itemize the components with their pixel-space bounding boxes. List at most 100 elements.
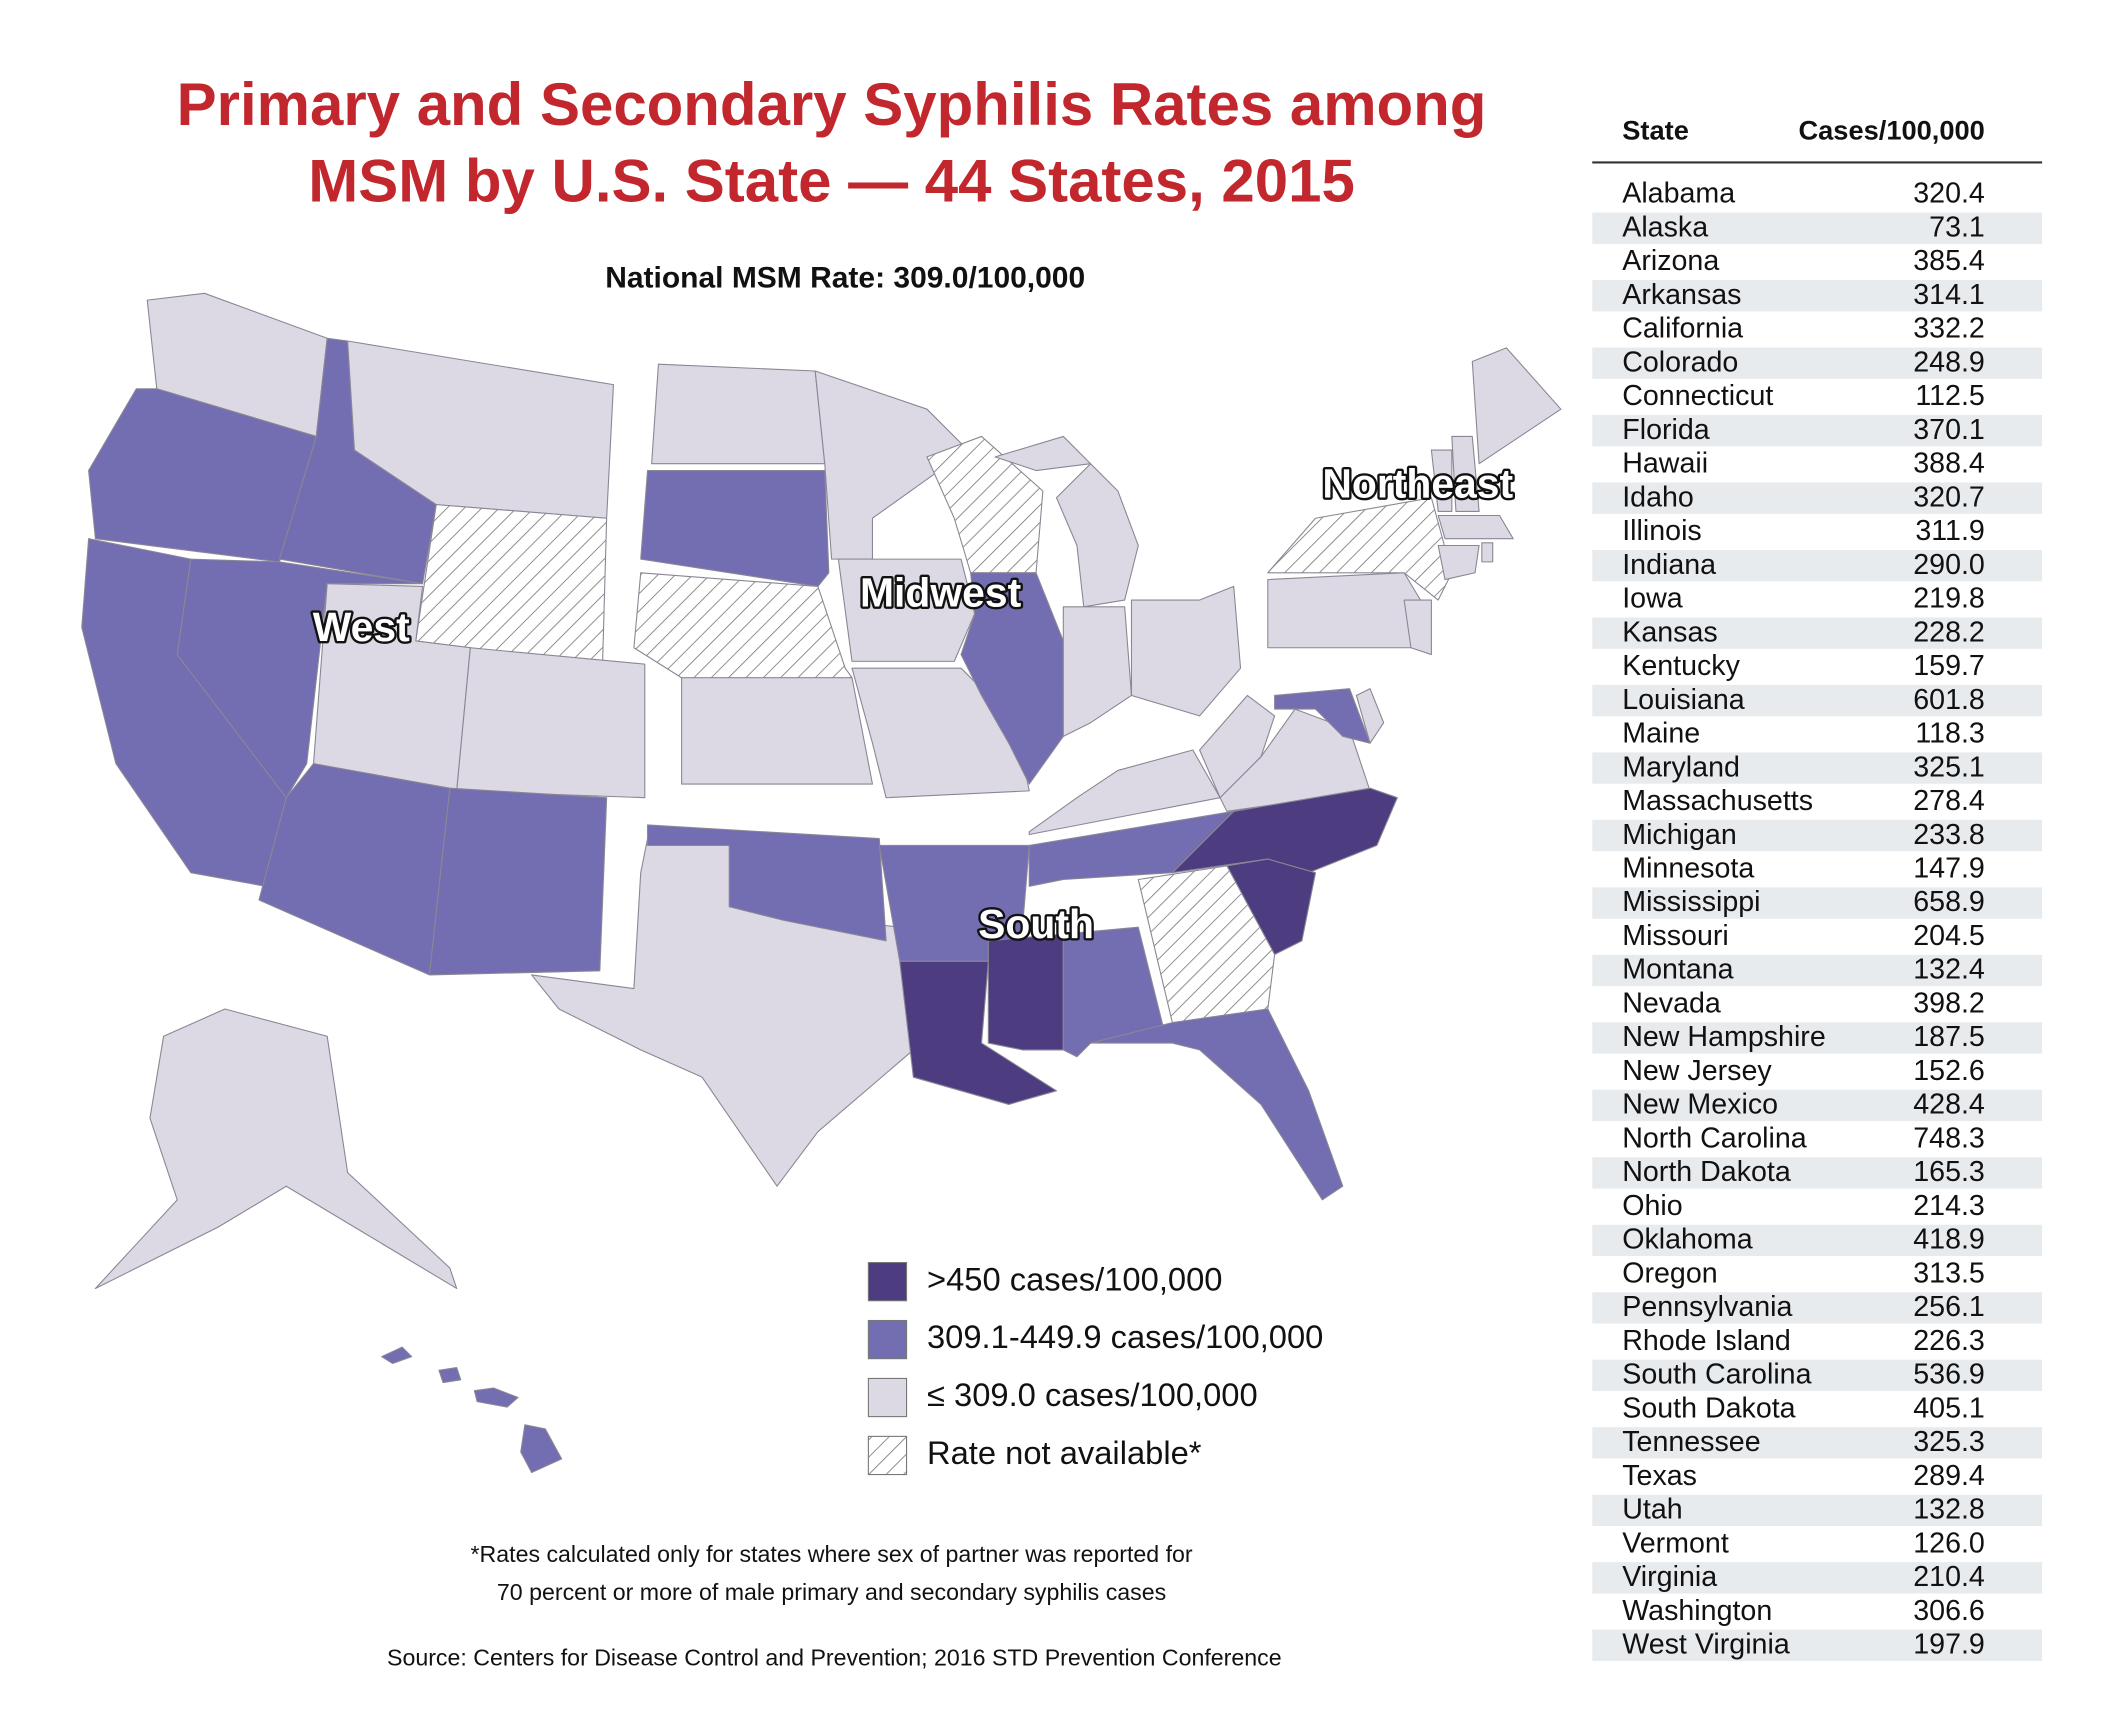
state-name: Nevada [1622, 987, 1721, 1019]
row-stripe [1592, 414, 2043, 447]
state-rate: 748.3 [1913, 1122, 1985, 1154]
state [646, 824, 887, 942]
state [1171, 787, 1398, 874]
row-stripe [1592, 212, 2043, 244]
state-name: Indiana [1622, 549, 1716, 581]
state-name: North Carolina [1622, 1122, 1807, 1154]
state-name: Connecticut [1622, 380, 1773, 412]
state-rate: 601.8 [1913, 684, 1985, 716]
region-label: South [978, 901, 1094, 947]
state-rate: 388.4 [1913, 448, 1985, 480]
state-name: Oklahoma [1622, 1224, 1752, 1256]
row-stripe [1592, 1157, 2043, 1189]
row-stripe [1592, 1224, 2043, 1257]
state-name: Mississippi [1622, 886, 1760, 918]
state [415, 504, 608, 665]
state-name: Kansas [1622, 616, 1717, 648]
state-name: New Hampshire [1622, 1021, 1826, 1053]
row-stripe [1592, 1022, 2043, 1054]
state-name: Maine [1622, 718, 1700, 750]
state [456, 647, 646, 799]
state-rate: 233.8 [1913, 819, 1985, 851]
state-name: Arizona [1622, 245, 1719, 277]
state-rate: 204.5 [1913, 920, 1985, 952]
state-rate: 428.4 [1913, 1089, 1985, 1121]
state [1437, 544, 1480, 581]
state-rate: 228.2 [1913, 616, 1985, 648]
state [651, 363, 826, 465]
state [633, 572, 853, 679]
state-rate: 187.5 [1913, 1021, 1985, 1053]
state-name: Florida [1622, 414, 1710, 446]
state-rate: 658.9 [1913, 886, 1985, 918]
legend-label: Rate not available* [927, 1434, 1202, 1471]
state [814, 370, 969, 560]
state [1437, 514, 1514, 540]
state-name: Pennsylvania [1622, 1291, 1792, 1323]
state-name: Hawaii [1622, 448, 1708, 480]
state-name: Virginia [1622, 1561, 1717, 1593]
state [987, 933, 1064, 1051]
state-rate: 278.4 [1913, 785, 1985, 817]
state-rate: 405.1 [1913, 1392, 1985, 1424]
state [438, 1366, 462, 1384]
state [1355, 688, 1385, 744]
title: MSM by U.S. State — 44 States, 2015 [308, 147, 1355, 214]
state-rate: 112.5 [1915, 380, 1984, 412]
state-rate: 385.4 [1913, 245, 1985, 277]
legend-swatch [867, 1319, 908, 1360]
state-name: South Dakota [1622, 1392, 1795, 1424]
state [258, 763, 451, 976]
state-name: Massachusetts [1622, 785, 1813, 817]
state-name: New Jersey [1622, 1055, 1772, 1087]
state-rate: 311.9 [1915, 515, 1984, 547]
state-rate: 214.3 [1913, 1190, 1985, 1222]
state-name: Alabama [1622, 178, 1735, 210]
state [1055, 463, 1139, 608]
state [1028, 749, 1221, 836]
state-rate: 226.3 [1913, 1325, 1985, 1357]
state-rate: 73.1 [1929, 211, 1985, 243]
row-stripe [1592, 1089, 2043, 1122]
state [473, 1387, 519, 1408]
state-name: Maryland [1622, 751, 1740, 783]
state [681, 677, 874, 785]
state-name: Tennessee [1622, 1426, 1760, 1458]
state [520, 1424, 563, 1474]
row-stripe [1592, 280, 2043, 312]
state [94, 1008, 458, 1290]
row-stripe [1592, 887, 2043, 919]
state [1130, 585, 1242, 717]
region-label: Midwest [860, 570, 1022, 616]
region-label: West [313, 604, 410, 650]
state-rate: 219.8 [1913, 583, 1985, 615]
state-rate: 289.4 [1913, 1460, 1985, 1492]
row-stripe [1592, 752, 2043, 784]
state-name: Kentucky [1622, 650, 1740, 682]
state-name: West Virginia [1622, 1629, 1790, 1661]
state-name: Utah [1622, 1494, 1682, 1526]
state-rate: 126.0 [1913, 1527, 1985, 1559]
row-stripe [1592, 684, 2043, 717]
state-rate: 159.7 [1913, 650, 1985, 682]
row-stripe [1592, 1629, 2043, 1661]
state-name: Arkansas [1622, 279, 1741, 311]
state-rate: 370.1 [1913, 414, 1985, 446]
row-stripe [1592, 819, 2043, 852]
state-rate: 132.4 [1913, 954, 1985, 986]
state-rate: 418.9 [1913, 1224, 1985, 1256]
legend-swatch [867, 1377, 908, 1418]
state-name: North Dakota [1622, 1156, 1791, 1188]
table-header: State [1622, 115, 1689, 146]
state-name: New Mexico [1622, 1089, 1778, 1121]
state [1137, 865, 1276, 1024]
row-stripe [1592, 617, 2043, 649]
row-stripe [1592, 1359, 2043, 1392]
legend-label: 309.1-449.9 cases/100,000 [927, 1318, 1323, 1355]
legend-label: ≤ 309.0 cases/100,000 [927, 1376, 1258, 1413]
legend-swatch [867, 1262, 908, 1302]
state [1090, 1008, 1344, 1201]
state-name: Oregon [1622, 1257, 1717, 1289]
state-name: Illinois [1622, 515, 1702, 547]
